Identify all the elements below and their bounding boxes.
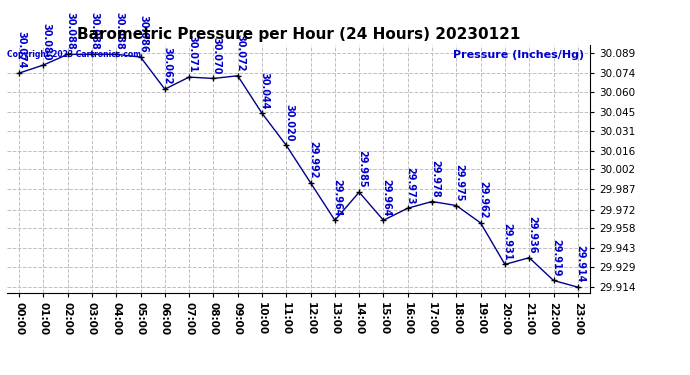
Text: 29.962: 29.962: [478, 181, 489, 219]
Text: 29.973: 29.973: [406, 166, 415, 204]
Text: 29.985: 29.985: [357, 150, 367, 188]
Text: 29.975: 29.975: [454, 164, 464, 201]
Text: 30.070: 30.070: [211, 37, 221, 74]
Text: 30.020: 30.020: [284, 104, 294, 141]
Text: 29.964: 29.964: [382, 178, 391, 216]
Text: 30.062: 30.062: [163, 48, 172, 85]
Text: 29.931: 29.931: [503, 223, 513, 260]
Text: 30.080: 30.080: [41, 23, 51, 61]
Text: 30.088: 30.088: [114, 12, 124, 50]
Text: 30.044: 30.044: [259, 72, 270, 109]
Text: 29.936: 29.936: [527, 216, 537, 254]
Text: 30.072: 30.072: [235, 34, 246, 72]
Text: 29.992: 29.992: [308, 141, 318, 178]
Text: 30.071: 30.071: [187, 36, 197, 73]
Text: 30.074: 30.074: [17, 32, 27, 69]
Text: Pressure (Inches/Hg): Pressure (Inches/Hg): [453, 50, 584, 60]
Text: 30.088: 30.088: [90, 12, 100, 50]
Text: Copyright 2023 Cartronics.com: Copyright 2023 Cartronics.com: [7, 50, 141, 59]
Text: 29.919: 29.919: [551, 239, 561, 276]
Title: Barometric Pressure per Hour (24 Hours) 20230121: Barometric Pressure per Hour (24 Hours) …: [77, 27, 520, 42]
Text: 29.914: 29.914: [575, 246, 586, 283]
Text: 30.088: 30.088: [66, 12, 75, 50]
Text: 29.964: 29.964: [333, 178, 343, 216]
Text: 29.978: 29.978: [430, 160, 440, 197]
Text: 30.086: 30.086: [138, 15, 148, 53]
